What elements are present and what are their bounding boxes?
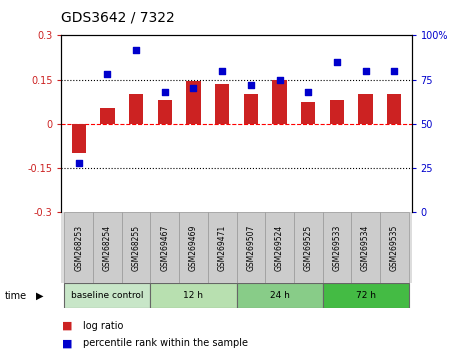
Text: GSM268255: GSM268255 bbox=[131, 225, 140, 271]
Bar bbox=[71, 124, 86, 153]
Text: log ratio: log ratio bbox=[83, 321, 123, 331]
Text: GSM269507: GSM269507 bbox=[246, 224, 255, 271]
Bar bbox=[64, 212, 93, 283]
Bar bbox=[215, 84, 229, 124]
Text: GSM269534: GSM269534 bbox=[361, 224, 370, 271]
Point bbox=[75, 160, 82, 166]
Text: 12 h: 12 h bbox=[184, 291, 203, 300]
Point bbox=[132, 47, 140, 52]
Point bbox=[276, 77, 283, 82]
Bar bbox=[100, 108, 114, 124]
Text: 72 h: 72 h bbox=[356, 291, 376, 300]
Bar bbox=[208, 212, 236, 283]
Text: ■: ■ bbox=[61, 338, 72, 348]
Text: 24 h: 24 h bbox=[270, 291, 289, 300]
Text: GSM268254: GSM268254 bbox=[103, 225, 112, 271]
Bar bbox=[265, 212, 294, 283]
Bar bbox=[122, 212, 150, 283]
Point bbox=[333, 59, 341, 65]
Point bbox=[391, 68, 398, 74]
Bar bbox=[323, 283, 409, 308]
Text: time: time bbox=[5, 291, 27, 301]
Bar bbox=[236, 283, 323, 308]
Bar bbox=[236, 212, 265, 283]
Text: GSM269524: GSM269524 bbox=[275, 225, 284, 271]
Text: ■: ■ bbox=[61, 321, 72, 331]
Bar bbox=[294, 212, 323, 283]
Text: GSM269469: GSM269469 bbox=[189, 224, 198, 271]
Text: ▶: ▶ bbox=[35, 291, 43, 301]
Bar bbox=[186, 81, 201, 124]
Point bbox=[362, 68, 369, 74]
Bar bbox=[301, 102, 315, 124]
Text: GSM269471: GSM269471 bbox=[218, 225, 227, 271]
Point bbox=[247, 82, 254, 88]
Text: baseline control: baseline control bbox=[71, 291, 144, 300]
Bar bbox=[387, 95, 402, 124]
Bar bbox=[129, 95, 143, 124]
Point bbox=[161, 89, 168, 95]
Text: GSM268253: GSM268253 bbox=[74, 225, 83, 271]
Bar bbox=[179, 212, 208, 283]
Bar bbox=[158, 100, 172, 124]
Bar bbox=[380, 212, 409, 283]
Bar bbox=[244, 95, 258, 124]
Bar bbox=[150, 212, 179, 283]
Bar bbox=[323, 212, 351, 283]
Text: GSM269533: GSM269533 bbox=[333, 224, 342, 271]
Text: GSM269525: GSM269525 bbox=[304, 225, 313, 271]
Text: GSM269535: GSM269535 bbox=[390, 224, 399, 271]
Text: percentile rank within the sample: percentile rank within the sample bbox=[83, 338, 248, 348]
Bar bbox=[93, 212, 122, 283]
Text: GSM269467: GSM269467 bbox=[160, 224, 169, 271]
Bar bbox=[351, 212, 380, 283]
Point bbox=[190, 86, 197, 91]
Text: GDS3642 / 7322: GDS3642 / 7322 bbox=[61, 11, 175, 25]
Point bbox=[305, 89, 312, 95]
Bar bbox=[359, 95, 373, 124]
Bar bbox=[150, 283, 236, 308]
Point bbox=[219, 68, 226, 74]
Bar bbox=[64, 283, 150, 308]
Bar bbox=[272, 80, 287, 124]
Point bbox=[104, 72, 111, 77]
Bar bbox=[330, 100, 344, 124]
